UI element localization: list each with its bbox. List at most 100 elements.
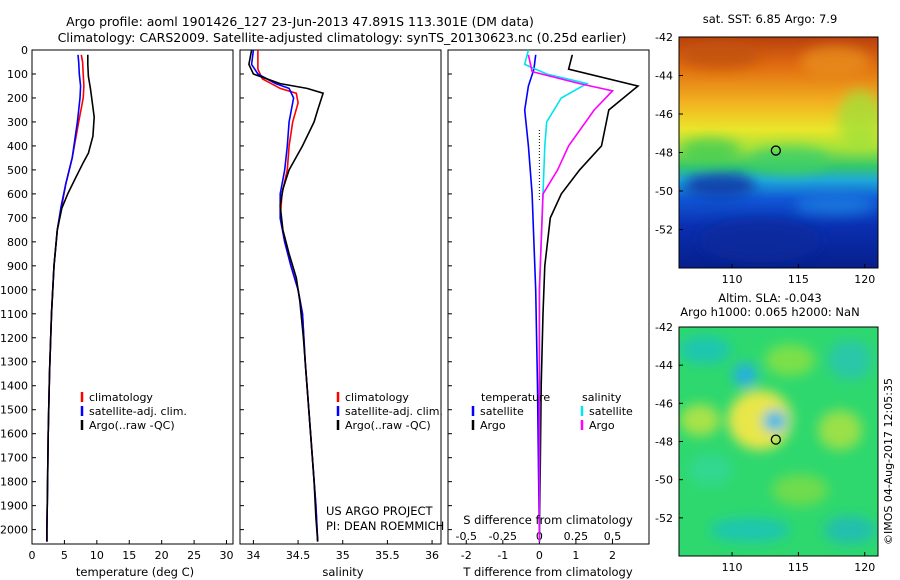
map-x-tick-label: 115	[788, 561, 809, 574]
map-y-tick-label: -52	[655, 512, 673, 525]
y-tick-label: 1700	[0, 452, 28, 465]
pi-label: PI: DEAN ROEMMICH	[326, 519, 444, 533]
y-tick-label: 900	[7, 260, 28, 273]
plot-frame	[31, 49, 234, 545]
y-tick-label: 100	[7, 68, 28, 81]
sla-field	[679, 327, 878, 556]
y-tick-label: 500	[7, 164, 28, 177]
map-y-tick-label: -46	[655, 397, 673, 410]
series-line-satellite-adj-clim-	[250, 49, 319, 542]
series-line-salinity-satellite	[523, 49, 590, 542]
legend-label: Argo(..raw -QC)	[345, 419, 431, 432]
x-tick-label: 35	[336, 549, 350, 562]
x-tick-label: 0	[536, 549, 543, 562]
y-tick-label: 1200	[0, 332, 28, 345]
map-y-tick-label: -42	[655, 321, 673, 334]
x-tick-label: 1	[572, 549, 579, 562]
x-tick-label: 5	[61, 549, 68, 562]
map-y-tick-label: -52	[655, 224, 673, 237]
legend-label: satellite	[480, 405, 524, 418]
y-tick-label: 0	[21, 44, 28, 57]
top-x-tick-label: 0.25	[564, 530, 589, 543]
map-y-tick-label: -48	[655, 147, 673, 160]
sla-map-title-2: Argo h1000: 0.065 h2000: NaN	[680, 305, 859, 319]
y-tick-label: 1400	[0, 380, 28, 393]
map-y-tick-label: -50	[655, 474, 673, 487]
plot-frame	[447, 49, 650, 545]
y-tick-label: 1000	[0, 284, 28, 297]
temperature-xlabel: temperature (deg C)	[76, 565, 194, 579]
legend-label: Argo(..raw -QC)	[89, 419, 175, 432]
difference-top-xlabel: S difference from climatology	[463, 513, 633, 527]
y-tick-label: 1600	[0, 428, 28, 441]
x-tick-label: 25	[187, 549, 201, 562]
argo-float-marker	[770, 145, 781, 156]
y-tick-label: 300	[7, 116, 28, 129]
y-tick-label: 800	[7, 236, 28, 249]
y-tick-label: 1800	[0, 476, 28, 489]
map-y-tick-label: -48	[655, 436, 673, 449]
legend-label: Argo	[480, 419, 506, 432]
map-x-tick-label: 110	[722, 273, 743, 286]
legend-label: Argo	[589, 419, 615, 432]
map-x-tick-label: 115	[788, 273, 809, 286]
imos-stamp: ©IMOS 04-Aug-2017 12:05:35	[882, 378, 895, 545]
top-x-tick-label: -0.25	[489, 530, 517, 543]
series-line-argo-raw-qc-	[46, 54, 96, 542]
sst-map-title: sat. SST: 6.85 Argo: 7.9	[703, 12, 838, 26]
x-tick-label: 15	[122, 549, 136, 562]
map-y-tick-label: -46	[655, 108, 673, 121]
map-y-tick-label: -42	[655, 31, 673, 44]
x-tick-label: 0	[29, 549, 36, 562]
legend-label: satellite-adj. clim.	[89, 405, 187, 418]
salinity-panel: 34 34.5 35 35.5 36 climatologysatellite-adj. …	[239, 49, 443, 562]
y-tick-label: 1500	[0, 404, 28, 417]
x-tick-label: 10	[90, 549, 104, 562]
legend-group-title: salinity	[582, 391, 622, 404]
x-tick-label: 34	[246, 549, 260, 562]
top-x-tick-label: 0.5	[604, 530, 622, 543]
argo-float-marker	[770, 434, 781, 445]
series-line-temperature-argo	[538, 54, 640, 542]
y-tick-label: 1300	[0, 356, 28, 369]
plot-frame	[239, 49, 442, 545]
y-tick-label: 700	[7, 212, 28, 225]
sst-field	[679, 37, 878, 268]
top-x-tick-label: -0.5	[456, 530, 477, 543]
y-tick-label: 1100	[0, 308, 28, 321]
difference-xlabel: T difference from climatology	[462, 565, 633, 579]
legend-label: climatology	[89, 391, 153, 404]
difference-panel: -2 -1 0 1 2-0.5 -0.25 0 0.25 0.5temperaturesatel…	[447, 49, 650, 562]
project-label: US ARGO PROJECT	[326, 504, 434, 518]
figure-subtitle: Climatology: CARS2009. Satellite-adjuste…	[58, 30, 627, 45]
series-line-temperature-satellite	[523, 54, 541, 542]
y-tick-label: 1900	[0, 500, 28, 513]
figure-title: Argo profile: aoml 1901426_127 23-Jun-20…	[66, 14, 534, 29]
legend-group-title: temperature	[481, 391, 550, 404]
x-tick-label: -2	[461, 549, 472, 562]
y-tick-label: 400	[7, 140, 28, 153]
salinity-xlabel: salinity	[322, 565, 363, 579]
series-line-salinity-argo	[527, 54, 615, 542]
x-tick-label: 30	[220, 549, 234, 562]
map-y-tick-label: -44	[655, 359, 673, 372]
x-tick-label: 36	[425, 549, 439, 562]
y-tick-label: 200	[7, 92, 28, 105]
map-y-tick-label: -44	[655, 70, 673, 83]
legend-label: satellite	[589, 405, 633, 418]
legend-label: satellite-adj. clim.	[345, 405, 443, 418]
x-tick-label: 20	[155, 549, 169, 562]
series-line-climatology	[257, 50, 319, 542]
sla-map-panel: Altim. SLA: -0.043 Argo h1000: 0.065 h20…	[655, 291, 879, 574]
map-x-tick-label: 120	[854, 273, 875, 286]
y-tick-label: 2000	[0, 524, 28, 537]
map-y-tick-label: -50	[655, 185, 673, 198]
series-line-argo-raw-qc-	[248, 49, 325, 542]
x-tick-label: -1	[497, 549, 508, 562]
sst-map-panel: sat. SST: 6.85 Argo: 7.9 -42 -44 -46 -48 -50…	[655, 12, 879, 286]
temperature-panel: 0100200300400500600700800900100011001200…	[0, 44, 234, 562]
sla-map-title-1: Altim. SLA: -0.043	[718, 291, 822, 305]
x-tick-label: 34.5	[286, 549, 311, 562]
x-tick-label: 2	[609, 549, 616, 562]
